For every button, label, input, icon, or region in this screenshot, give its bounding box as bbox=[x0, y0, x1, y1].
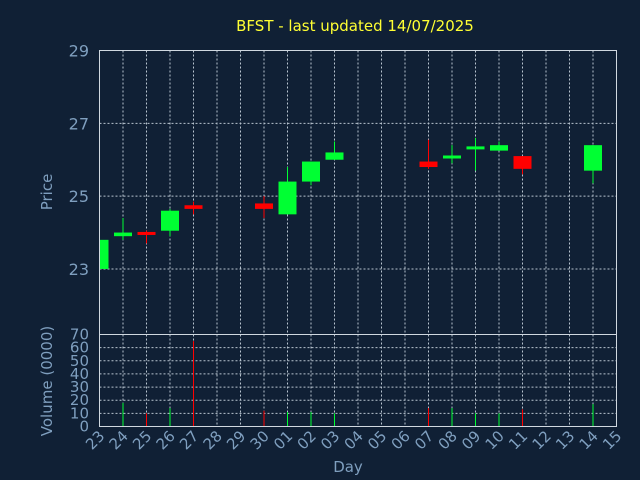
x-tick-label: 08 bbox=[435, 427, 461, 453]
candle-body bbox=[419, 161, 438, 168]
x-tick-label: 05 bbox=[364, 427, 390, 453]
x-tick-label: 01 bbox=[270, 427, 296, 453]
candle-body bbox=[137, 231, 156, 235]
candles bbox=[99, 137, 602, 269]
x-tick-label: 10 bbox=[482, 427, 508, 453]
candle-body bbox=[325, 152, 344, 160]
candle-body bbox=[161, 210, 179, 231]
candle-body bbox=[99, 239, 109, 269]
candle-body bbox=[584, 145, 602, 171]
candle-body bbox=[466, 146, 485, 150]
candle-body bbox=[302, 161, 320, 182]
x-tick-label: 04 bbox=[341, 427, 367, 453]
candle-body bbox=[114, 232, 132, 237]
x-tick-label: 24 bbox=[106, 427, 132, 453]
x-tick-label: 11 bbox=[505, 427, 531, 453]
price-tick-label: 27 bbox=[69, 114, 89, 133]
x-tick-label: 29 bbox=[223, 427, 249, 453]
volume-tick-label: 10 bbox=[70, 404, 89, 422]
x-tick-label: 09 bbox=[458, 427, 484, 453]
volume-tick-label: 60 bbox=[70, 339, 89, 357]
x-axis-label: Day bbox=[333, 458, 363, 476]
volume-tick-label: 40 bbox=[70, 365, 89, 383]
candle-body bbox=[490, 145, 508, 151]
price-tick-label: 25 bbox=[69, 187, 89, 206]
volume-axis-label: Volume (0000) bbox=[38, 326, 56, 436]
price-axis-label: Price bbox=[38, 174, 56, 211]
x-tick-label: 12 bbox=[529, 427, 555, 453]
volume-tick-label: 20 bbox=[70, 391, 89, 409]
candle-body bbox=[184, 205, 203, 209]
x-tick-label: 13 bbox=[552, 427, 578, 453]
candle-body bbox=[443, 155, 461, 159]
x-tick-label: 25 bbox=[129, 427, 155, 453]
x-tick-label: 28 bbox=[200, 427, 226, 453]
price-y-ticks: 23 25 27 29 bbox=[69, 42, 89, 279]
x-tick-label: 26 bbox=[153, 427, 179, 453]
price-grid bbox=[99, 50, 617, 335]
x-tick-label: 07 bbox=[411, 427, 437, 453]
candle-body bbox=[255, 203, 273, 209]
x-tick-label: 30 bbox=[247, 427, 273, 453]
x-tick-label: 27 bbox=[176, 427, 202, 453]
x-tick-label: 02 bbox=[294, 427, 320, 453]
volume-tick-label: 70 bbox=[70, 326, 89, 344]
candle-body bbox=[513, 156, 532, 169]
x-axis-ticks: 2324252627282930010203040506070809101112… bbox=[82, 427, 625, 453]
x-tick-label: 06 bbox=[388, 427, 414, 453]
price-tick-label: 23 bbox=[69, 260, 89, 279]
x-tick-label: 15 bbox=[599, 427, 625, 453]
volume-tick-label: 30 bbox=[70, 378, 89, 396]
volume-tick-label: 0 bbox=[79, 418, 89, 436]
volume-bars bbox=[122, 341, 594, 427]
volume-tick-label: 50 bbox=[70, 352, 89, 370]
x-tick-label: 03 bbox=[317, 427, 343, 453]
chart-title: BFST - last updated 14/07/2025 bbox=[236, 17, 474, 35]
volume-panel-frame bbox=[99, 334, 617, 427]
x-tick-label: 14 bbox=[576, 427, 602, 453]
price-tick-label: 29 bbox=[69, 42, 89, 61]
volume-grid bbox=[99, 334, 617, 427]
candle-body bbox=[278, 181, 297, 215]
